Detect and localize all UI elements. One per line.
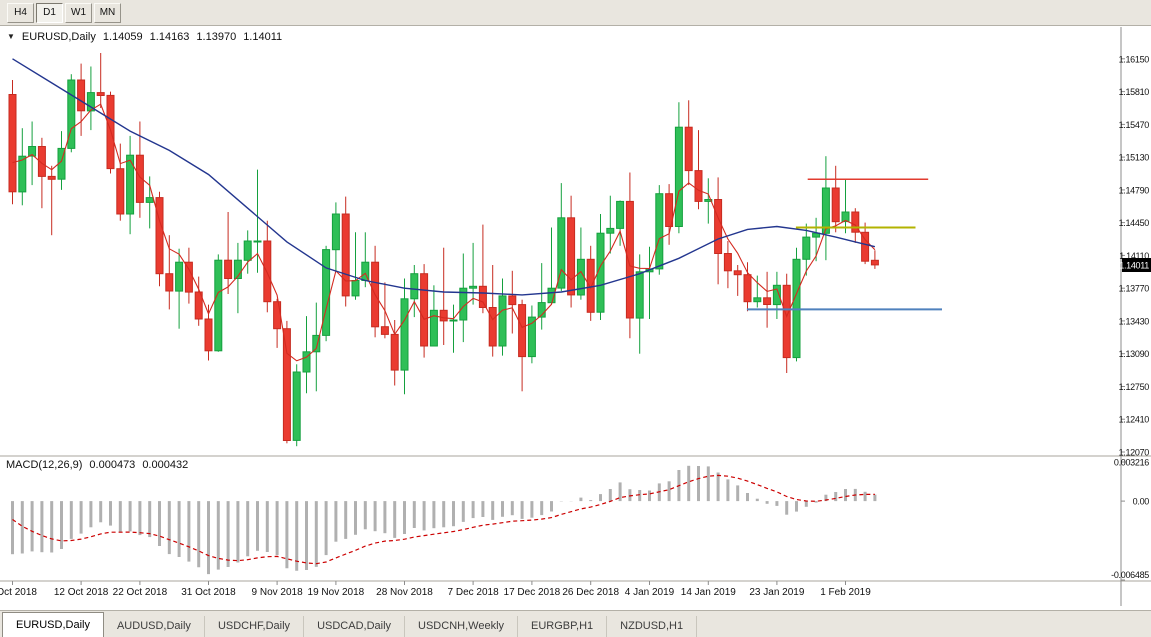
svg-text:19 Nov 2018: 19 Nov 2018 [308, 587, 365, 598]
candles-layer [8, 53, 879, 447]
timeframe-w1-button[interactable]: W1 [65, 2, 92, 23]
current-price-badge: 1.14011 [1119, 258, 1151, 272]
svg-text:0.00: 0.00 [1133, 497, 1150, 507]
svg-text:22 Oct 2018: 22 Oct 2018 [113, 587, 168, 598]
svg-text:1.13090: 1.13090 [1119, 349, 1150, 359]
svg-text:1.12410: 1.12410 [1119, 415, 1150, 425]
macd-label: MACD(12,26,9) [6, 459, 83, 471]
svg-text:9 Nov 2018: 9 Nov 2018 [252, 587, 304, 598]
svg-text:7 Dec 2018: 7 Dec 2018 [448, 587, 500, 598]
chart-collapse-icon[interactable]: ▼ [7, 32, 15, 41]
tab-usdchf-daily[interactable]: USDCHF,Daily [205, 616, 305, 637]
chart-frame [0, 27, 1151, 606]
svg-text:0.003216: 0.003216 [1114, 458, 1149, 468]
svg-text:28 Nov 2018: 28 Nov 2018 [376, 587, 433, 598]
macd-signal-line [12, 474, 875, 565]
svg-text:1.12070: 1.12070 [1119, 448, 1150, 458]
tab-audusd-daily[interactable]: AUDUSD,Daily [104, 616, 205, 637]
svg-text:1.14110: 1.14110 [1119, 251, 1149, 261]
svg-text:1.15810: 1.15810 [1119, 87, 1150, 97]
svg-text:17 Dec 2018: 17 Dec 2018 [504, 587, 561, 598]
svg-text:-0.006485: -0.006485 [1111, 570, 1149, 580]
svg-text:1.12750: 1.12750 [1119, 382, 1150, 392]
macd-indicator-title: MACD(12,26,9) 0.000473 0.000432 [6, 459, 188, 471]
svg-text:1.13770: 1.13770 [1119, 284, 1150, 294]
svg-text:26 Dec 2018: 26 Dec 2018 [562, 587, 619, 598]
macd-histogram [11, 465, 877, 575]
timeframe-d1-button[interactable]: D1 [36, 2, 63, 23]
ma-fast-line [12, 103, 876, 362]
date-axis-labels: 3 Oct 2018 12 Oct 2018 22 Oct 2018 31 Oct 2… [0, 581, 871, 598]
chart-title: ▼ EURUSD,Daily 1.14059 1.14163 1.13970 1… [7, 31, 282, 43]
ohlc-close-value: 1.14011 [243, 31, 283, 43]
svg-text:14 Jan 2019: 14 Jan 2019 [681, 587, 736, 598]
svg-text:31 Oct 2018: 31 Oct 2018 [181, 587, 236, 598]
svg-text:1.14011: 1.14011 [1119, 261, 1149, 271]
tab-usdcnh-weekly[interactable]: USDCNH,Weekly [405, 616, 519, 637]
svg-text:23 Jan 2019: 23 Jan 2019 [749, 587, 804, 598]
svg-text:1.14450: 1.14450 [1119, 218, 1150, 228]
ohlc-high-value: 1.14163 [149, 31, 190, 43]
svg-text:1.13430: 1.13430 [1119, 316, 1150, 326]
timeframe-mn-button[interactable]: MN [94, 2, 121, 23]
tab-eurusd-daily[interactable]: EURUSD,Daily [2, 612, 104, 637]
svg-text:1.14790: 1.14790 [1119, 185, 1150, 195]
svg-text:12 Oct 2018: 12 Oct 2018 [54, 587, 109, 598]
svg-text:1.15470: 1.15470 [1119, 120, 1150, 130]
ohlc-low-value: 1.13970 [196, 31, 237, 43]
chart-tabbar: EURUSD,Daily AUDUSD,Daily USDCHF,Daily U… [0, 610, 1151, 637]
price-chart-canvas[interactable]: 1.16150 1.15810 1.15470 1.15130 1.14790 1.144… [0, 0, 1151, 610]
svg-text:4 Jan 2019: 4 Jan 2019 [625, 587, 675, 598]
price-axis-labels: 1.16150 1.15810 1.15470 1.15130 1.14790 1.144… [1119, 54, 1150, 457]
tab-eurgbp-h1[interactable]: EURGBP,H1 [518, 616, 608, 637]
svg-text:1.15130: 1.15130 [1119, 153, 1150, 163]
macd-axis-labels: 0.003216 0.00 -0.006485 [1111, 458, 1150, 581]
macd-signal-value: 0.000432 [142, 459, 189, 471]
ohlc-open-value: 1.14059 [102, 31, 143, 43]
svg-text:3 Oct 2018: 3 Oct 2018 [0, 587, 37, 598]
macd-main-value: 0.000473 [89, 459, 136, 471]
timeframe-h4-button[interactable]: H4 [7, 2, 34, 23]
svg-text:1 Feb 2019: 1 Feb 2019 [820, 587, 871, 598]
tab-nzdusd-h1[interactable]: NZDUSD,H1 [607, 616, 698, 637]
chart-symbol-label: EURUSD,Daily [21, 31, 96, 43]
timeframe-toolbar: H4 D1 W1 MN [0, 0, 1151, 26]
ma-slow-line [12, 58, 876, 296]
tab-usdcad-daily[interactable]: USDCAD,Daily [304, 616, 406, 637]
svg-text:1.16150: 1.16150 [1119, 54, 1150, 64]
